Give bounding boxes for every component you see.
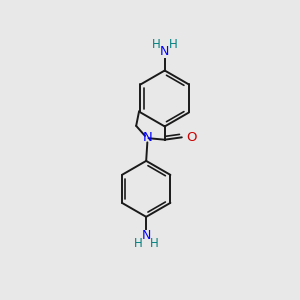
Text: N: N <box>160 45 169 58</box>
Text: N: N <box>142 229 151 242</box>
Text: H: H <box>152 38 161 51</box>
Text: H: H <box>134 237 142 250</box>
Text: N: N <box>142 131 152 144</box>
Text: O: O <box>186 131 197 144</box>
Text: H: H <box>169 38 177 51</box>
Text: H: H <box>150 237 159 250</box>
